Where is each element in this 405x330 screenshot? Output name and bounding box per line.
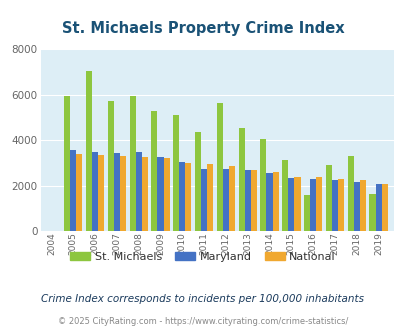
Bar	[309, 179, 315, 231]
Bar	[381, 184, 387, 231]
Bar	[135, 151, 141, 231]
Bar	[113, 153, 119, 231]
Bar	[185, 163, 191, 231]
Bar	[228, 166, 234, 231]
Bar	[64, 96, 70, 231]
Bar	[129, 96, 135, 231]
Bar	[200, 169, 207, 231]
Bar	[92, 151, 98, 231]
Bar	[250, 170, 256, 231]
Bar	[272, 172, 278, 231]
Bar	[315, 177, 322, 231]
Bar	[294, 177, 300, 231]
Bar	[260, 139, 266, 231]
Bar	[179, 162, 185, 231]
Bar	[347, 156, 353, 231]
Bar	[266, 173, 272, 231]
Text: © 2025 CityRating.com - https://www.cityrating.com/crime-statistics/: © 2025 CityRating.com - https://www.city…	[58, 317, 347, 326]
Bar	[353, 182, 359, 231]
Bar	[222, 169, 228, 231]
Bar	[281, 159, 288, 231]
Bar	[151, 111, 157, 231]
Text: St. Michaels Property Crime Index: St. Michaels Property Crime Index	[62, 21, 343, 36]
Text: Crime Index corresponds to incidents per 100,000 inhabitants: Crime Index corresponds to incidents per…	[41, 294, 364, 304]
Legend: St. Michaels, Maryland, National: St. Michaels, Maryland, National	[66, 248, 339, 267]
Bar	[238, 128, 244, 231]
Bar	[157, 157, 163, 231]
Bar	[194, 132, 200, 231]
Bar	[325, 165, 331, 231]
Bar	[141, 157, 147, 231]
Bar	[86, 71, 92, 231]
Bar	[163, 158, 169, 231]
Bar	[70, 150, 76, 231]
Bar	[76, 154, 82, 231]
Bar	[303, 195, 309, 231]
Bar	[216, 103, 222, 231]
Bar	[98, 155, 104, 231]
Bar	[288, 178, 294, 231]
Bar	[369, 194, 375, 231]
Bar	[119, 156, 126, 231]
Bar	[331, 180, 337, 231]
Bar	[375, 184, 381, 231]
Bar	[107, 101, 113, 231]
Bar	[337, 179, 343, 231]
Bar	[244, 170, 250, 231]
Bar	[173, 115, 179, 231]
Bar	[207, 164, 213, 231]
Bar	[359, 180, 365, 231]
